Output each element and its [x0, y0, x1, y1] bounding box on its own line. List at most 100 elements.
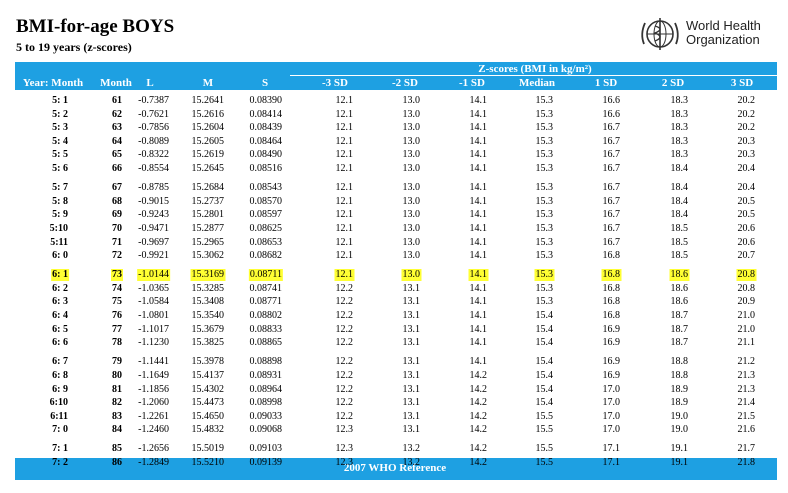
- table-cell: 21.1: [737, 337, 756, 349]
- table-cell: 80: [112, 369, 122, 381]
- table-cell: 15.3: [535, 149, 554, 161]
- table-cell: 15.3062: [191, 250, 225, 262]
- table-cell: 82: [112, 397, 122, 409]
- table-cell: 14.1: [469, 182, 488, 194]
- table-cell: 20.3: [737, 135, 756, 147]
- table-cell: 14.2: [469, 369, 488, 381]
- table-cell: 16.7: [602, 122, 621, 134]
- table-cell: 0.08414: [249, 108, 283, 120]
- table-cell: 15.3978: [191, 356, 225, 368]
- table-cell: 15.3408: [191, 296, 225, 308]
- table-cell: 15.3: [535, 195, 554, 207]
- table-cell: 14.1: [469, 310, 488, 321]
- table-cell: 15.4832: [191, 424, 225, 436]
- table-cell: 17.0: [602, 397, 621, 409]
- table-cell: 0.08490: [249, 149, 283, 161]
- table-cell: 15.4: [535, 310, 554, 321]
- column-header: 3 SD: [730, 77, 754, 89]
- column-header: Month: [100, 77, 132, 89]
- table-cell: 0.08464: [249, 135, 283, 147]
- table-cell: 13.0: [402, 182, 421, 194]
- table-cell: 18.3: [670, 149, 689, 161]
- table-cell: 0.09068: [249, 424, 283, 436]
- table-cell: 20.5: [737, 209, 756, 221]
- table-cell: -1.2849: [138, 457, 169, 468]
- column-header: -1 SD: [459, 77, 485, 89]
- table-cell: 12.1: [335, 95, 354, 106]
- table-cell: 71: [112, 236, 122, 248]
- table-cell: 18.7: [670, 310, 689, 321]
- column-header: L: [146, 77, 154, 89]
- table-cell: 6: 0: [52, 250, 68, 262]
- table-cell: -0.7856: [138, 122, 169, 134]
- table-cell: 5: 7: [52, 182, 68, 194]
- table-cell: 12.2: [335, 310, 354, 321]
- table-cell: 6: 9: [52, 383, 68, 395]
- table-cell: 16.7: [602, 135, 621, 147]
- table-cell: 16.8: [602, 296, 621, 308]
- table-cell: 0.08390: [249, 95, 283, 106]
- table-cell: 12.2: [335, 282, 354, 294]
- table-cell: 6: 1: [51, 269, 69, 282]
- table-cell: 16.6: [602, 108, 621, 120]
- table-cell: 16.9: [602, 337, 621, 349]
- table-cell: 5: 1: [52, 95, 68, 106]
- table-cell: -0.8322: [138, 149, 169, 161]
- table-cell: 7: 1: [52, 443, 68, 455]
- table-cell: 16.9: [602, 356, 621, 368]
- table-cell: 15.3: [535, 209, 554, 221]
- table-cell: 19.0: [670, 424, 689, 436]
- table-cell: 5: 5: [52, 149, 68, 161]
- table-cell: 16.8: [602, 250, 621, 262]
- table-cell: 18.5: [670, 236, 689, 248]
- table-cell: 12.1: [335, 135, 354, 147]
- table-cell: 15.3: [535, 236, 554, 248]
- table-cell: 15.4473: [191, 397, 225, 409]
- table-cell: -1.2261: [138, 410, 169, 422]
- table-cell: 12.3: [335, 457, 354, 468]
- table-cell: 16.7: [602, 182, 621, 194]
- table-cell: 15.4: [535, 356, 554, 368]
- table-cell: 12.2: [335, 337, 354, 349]
- table-cell: 15.4: [535, 323, 554, 335]
- table-cell: 5: 8: [52, 195, 68, 207]
- table-cell: -0.9697: [138, 236, 169, 248]
- table-cell: 12.1: [335, 195, 354, 207]
- table-cell: 12.1: [335, 222, 354, 234]
- table-cell: -1.1649: [138, 369, 169, 381]
- table-cell: 12.1: [335, 108, 354, 120]
- table-cell: 14.1: [469, 163, 488, 174]
- table-cell: 12.1: [334, 269, 354, 282]
- table-cell: 16.6: [602, 95, 621, 106]
- table-cell: 76: [112, 310, 122, 321]
- table-cell: 15.5: [535, 443, 554, 455]
- table-cell: 15.2616: [191, 108, 225, 120]
- column-header: -3 SD: [322, 77, 348, 89]
- table-cell: 14.2: [469, 410, 488, 422]
- table-cell: 13.1: [402, 397, 421, 409]
- table-cell: 0.08570: [249, 195, 283, 207]
- table-cell: 6: 7: [52, 356, 68, 368]
- table-cell: 15.4650: [191, 410, 225, 422]
- table-cell: 16.8: [601, 269, 621, 282]
- table-cell: 14.1: [468, 269, 488, 282]
- table-cell: 13.0: [401, 269, 421, 282]
- table-cell: 16.7: [602, 222, 621, 234]
- table-cell: 5: 2: [52, 108, 68, 120]
- separator: [290, 75, 777, 76]
- table-cell: 12.2: [335, 369, 354, 381]
- table-cell: 21.0: [737, 310, 756, 321]
- title: BMI-for-age BOYS: [16, 16, 175, 37]
- table-cell: 12.1: [335, 149, 354, 161]
- table-cell: 14.1: [469, 356, 488, 368]
- table-cell: 13.1: [402, 369, 421, 381]
- table-cell: 12.3: [335, 443, 354, 455]
- table-cell: 15.5019: [191, 443, 225, 455]
- table-cell: 16.7: [602, 209, 621, 221]
- table-cell: 13.0: [402, 135, 421, 147]
- table-cell: 0.09033: [249, 410, 283, 422]
- table-cell: -1.1017: [138, 323, 169, 335]
- column-header: 2 SD: [661, 77, 685, 89]
- table-cell: 73: [111, 269, 123, 282]
- table-cell: 15.5: [535, 424, 554, 436]
